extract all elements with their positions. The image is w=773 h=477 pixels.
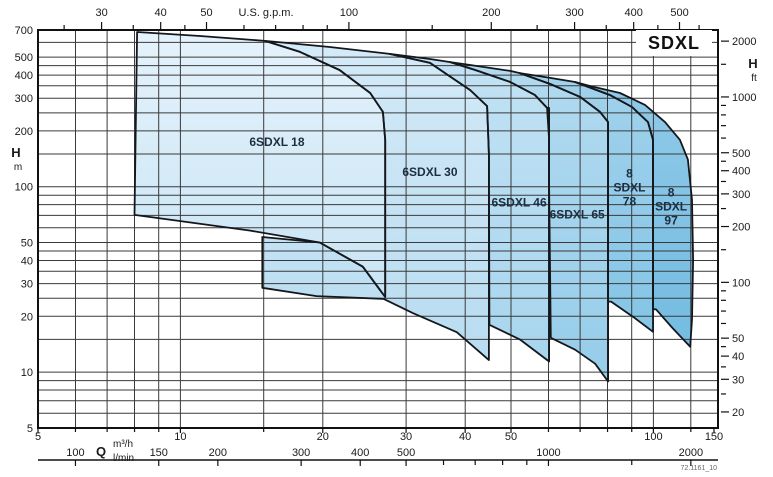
generated-chart-layers: 30 40 50 100 200 300 400 500 700 500 400 300 200 100 5…: [15, 7, 756, 466]
top-axis-label: 200: [482, 7, 500, 19]
layer-grid: [37, 29, 719, 429]
bottom-lmin-label: 500: [397, 447, 415, 459]
right-axis-label: 40: [732, 351, 744, 363]
left-axis-label: 500: [15, 52, 33, 64]
bottom-m3h-label: 30: [400, 431, 412, 443]
bottom-m3h-label: 5: [35, 431, 41, 443]
top-axis-label: 100: [340, 7, 358, 19]
right-axis-label: 400: [732, 166, 750, 178]
bottom-lmin-label: 300: [292, 447, 310, 459]
region-6sdxl-65: [450, 62, 609, 382]
bottom-m3h-label: 40: [459, 431, 471, 443]
right-axis-label: 500: [732, 148, 750, 160]
region-label-8-sdxl-97: 8 SDXL 97: [655, 186, 687, 228]
bottom-m3h-label: 150: [705, 431, 723, 443]
left-axis-label: 40: [21, 255, 33, 267]
chart-title-box: SDXL: [636, 30, 712, 56]
bottom-axis-letter: Q: [96, 444, 106, 459]
top-axis-label: 400: [624, 7, 642, 19]
right-axis-label: 100: [732, 277, 750, 289]
right-axis-label: 20: [732, 407, 744, 419]
bottom-m3h-label: 20: [317, 431, 329, 443]
bottom-lmin-label: 150: [150, 447, 168, 459]
right-axis-label: 50: [732, 333, 744, 345]
region-label-6sdxl-46: 6SDXL 46: [491, 196, 546, 210]
right-axis-label: 200: [732, 222, 750, 234]
bottom-lmin-label: 400: [351, 447, 369, 459]
region-label-6sdxl-65: 6SDXL 65: [550, 207, 605, 221]
bottom-axis-unit-lmin: l/min: [113, 453, 134, 464]
left-axis-label: 200: [15, 126, 33, 138]
left-axis-label: 30: [21, 279, 33, 291]
layer-region-labels: 6SDXL 18 6SDXL 30 6SDXL 46 6SDXL 65 8 SDXL 78 8…: [249, 135, 687, 228]
right-axis-label: 300: [732, 189, 750, 201]
left-axis-letter: H: [11, 145, 20, 160]
layer-axes: 30 40 50 100 200 300 400 500 700 500 400 300 200 100 5…: [15, 7, 756, 466]
right-axis-label: 2000: [732, 36, 756, 48]
left-axis-label: 700: [15, 25, 33, 37]
bottom-m3h-label: 10: [174, 431, 186, 443]
region-label-6sdxl-18: 6SDXL 18: [249, 135, 304, 149]
region-label-8-sdxl-78: 8 SDXL 78: [613, 166, 645, 208]
left-axis-unit: m: [14, 162, 22, 173]
top-axis-label: 30: [95, 7, 107, 19]
chart-title: SDXL: [648, 33, 700, 53]
right-axis-label: 1000: [732, 92, 756, 104]
title-background: [636, 30, 712, 56]
bottom-lmin-label: 1000: [536, 447, 560, 459]
left-axis-label: 20: [21, 311, 33, 323]
top-axis-label: 50: [200, 7, 212, 19]
region-8-sdxl-97: [575, 82, 694, 347]
layer-region-boundaries: [133, 31, 694, 383]
top-axis-label: 40: [155, 7, 167, 19]
left-axis-label: 50: [21, 237, 33, 249]
layer-region-fills: [134, 32, 694, 382]
region-boundary-8-sdxl-97: [574, 81, 694, 348]
region-label-6sdxl-30: 6SDXL 30: [402, 165, 457, 179]
top-axis-label: 300: [565, 7, 583, 19]
bottom-m3h-label: 50: [505, 431, 517, 443]
bottom-lmin-label: 2000: [679, 447, 703, 459]
region-6sdxl-30: [262, 40, 489, 361]
region-8-sdxl-78: [519, 73, 653, 332]
left-axis-label: 100: [15, 182, 33, 194]
bottom-m3h-label: 100: [644, 431, 662, 443]
plot-border: [37, 29, 719, 429]
left-axis-label: 400: [15, 70, 33, 82]
left-axis-label: 300: [15, 93, 33, 105]
right-axis-label: 30: [732, 374, 744, 386]
static-axis-legends: U.S. g.p.m. H m SDXL H ft Q m³/h l/min 7…: [11, 7, 757, 472]
right-axis-letter: H: [748, 56, 757, 71]
bottom-lmin-label: 200: [209, 447, 227, 459]
bottom-axis-unit-m3h: m³/h: [113, 439, 133, 450]
top-axis-label: 500: [670, 7, 688, 19]
top-axis-unit-label: U.S. g.p.m.: [238, 7, 293, 19]
left-axis-label: 5: [27, 423, 33, 435]
left-axis-label: 10: [21, 367, 33, 379]
right-axis-unit: ft: [751, 73, 757, 84]
drawing-code: 72.1161_10: [681, 465, 718, 472]
bottom-lmin-label: 100: [66, 447, 84, 459]
